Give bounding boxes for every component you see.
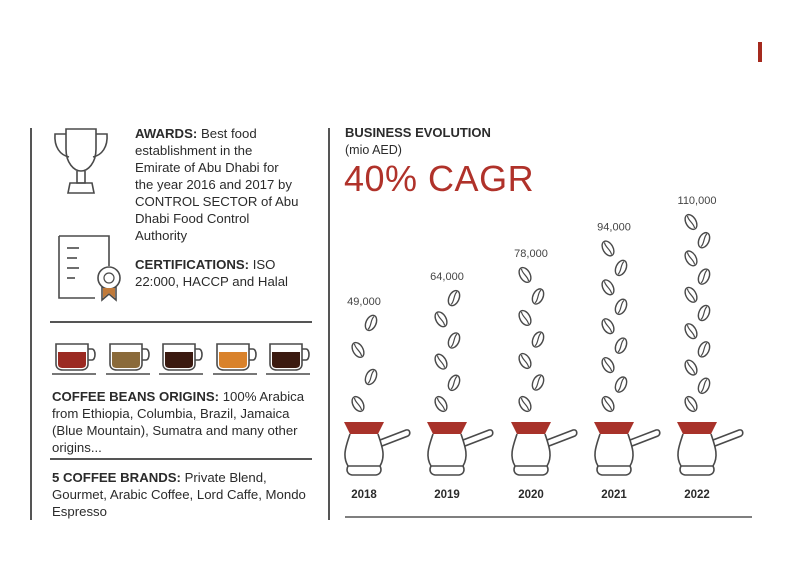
trophy-icon — [54, 128, 108, 194]
coffee-bean-icon — [601, 240, 615, 257]
awards-text: AWARDS: Best food establishment in the E… — [135, 126, 299, 243]
coffee-bean-icon — [684, 250, 698, 267]
certifications-text: CERTIFICATIONS: ISO 22:000, HACCP and Ha… — [135, 257, 288, 289]
coffee-bean-icon — [697, 268, 711, 285]
coffee-pot-icon — [511, 422, 578, 476]
year-label: 2021 — [601, 489, 627, 501]
coffee-pot-icon — [677, 422, 744, 476]
coffee-bean-icon — [697, 341, 711, 358]
coffee-bean-icon — [601, 357, 615, 374]
value-label: 49,000 — [347, 296, 381, 308]
value-label: 110,000 — [678, 195, 717, 207]
coffee-bean-icon — [351, 395, 365, 413]
coffee-bean-icon — [697, 304, 711, 322]
year-label: 2019 — [434, 489, 460, 501]
coffee-bean-icon — [447, 374, 461, 392]
coffee-bean-icon — [518, 266, 532, 284]
coffee-brands-text: 5 COFFEE BRANDS: Private Blend, Gourmet,… — [52, 470, 306, 519]
coffee-bean-icon — [684, 213, 698, 231]
coffee-bean-icon — [697, 377, 711, 395]
coffee-pot-icon — [344, 422, 411, 476]
coffee-bean-icon — [434, 395, 448, 413]
coffee-bean-icon — [531, 374, 545, 391]
coffee-cup-icon — [159, 343, 203, 375]
coffee-pot-icon — [427, 422, 494, 476]
coffee-bean-icon — [684, 395, 698, 413]
coffee-bean-icon — [434, 353, 448, 370]
value-label: 94,000 — [597, 221, 631, 233]
coffee-bean-icon — [614, 337, 628, 354]
coffee-bean-icon — [614, 259, 628, 277]
coffee-bean-icon — [601, 318, 615, 335]
coffee-bean-icon — [518, 309, 532, 327]
coffee-cup-icon — [266, 343, 310, 375]
coffee-pot-icon — [594, 422, 661, 476]
coffee-bean-icon — [614, 298, 628, 316]
coffee-bean-icon — [518, 352, 532, 370]
coffee-bean-icon — [601, 279, 615, 296]
value-label: 64,000 — [430, 271, 464, 283]
section-divider-1 — [50, 321, 312, 323]
coffee-bean-icon — [531, 288, 545, 305]
left-border-line — [30, 128, 32, 520]
coffee-bean-icon — [601, 395, 615, 413]
coffee-bean-icon — [697, 231, 711, 249]
coffee-bean-icon — [531, 331, 545, 348]
coffee-bean-icon — [364, 368, 378, 386]
coffee-bean-icon — [351, 341, 365, 359]
center-divider-line — [328, 128, 330, 520]
coffee-bean-icon — [447, 289, 461, 307]
certificate-icon — [58, 235, 121, 302]
year-label: 2020 — [518, 489, 544, 501]
year-label: 2022 — [684, 489, 710, 501]
coffee-bean-icon — [684, 286, 698, 303]
section-divider-2 — [50, 458, 312, 460]
coffee-bean-icon — [684, 359, 698, 376]
coffee-cup-icon — [105, 343, 150, 375]
chart-subtitle: (mio AED) — [345, 143, 402, 157]
coffee-origins-text: COFFEE BEANS ORIGINS: 100% Arabica from … — [52, 389, 305, 455]
coffee-bean-icon — [364, 314, 378, 332]
coffee-cups-row — [50, 338, 320, 382]
coffee-bean-icon — [614, 376, 628, 393]
chart-title: BUSINESS EVOLUTION — [345, 125, 491, 140]
coffee-cup-icon — [52, 343, 96, 375]
coffee-bean-icon — [684, 323, 698, 340]
page-marker-bar — [758, 42, 762, 62]
coffee-cup-icon — [212, 343, 257, 375]
year-label: 2018 — [351, 489, 377, 501]
coffee-bean-icon — [447, 332, 461, 349]
cagr-headline: 40% CAGR — [344, 158, 535, 199]
coffee-bean-icon — [434, 311, 448, 328]
value-label: 78,000 — [514, 248, 548, 260]
coffee-bean-icon — [518, 395, 532, 413]
